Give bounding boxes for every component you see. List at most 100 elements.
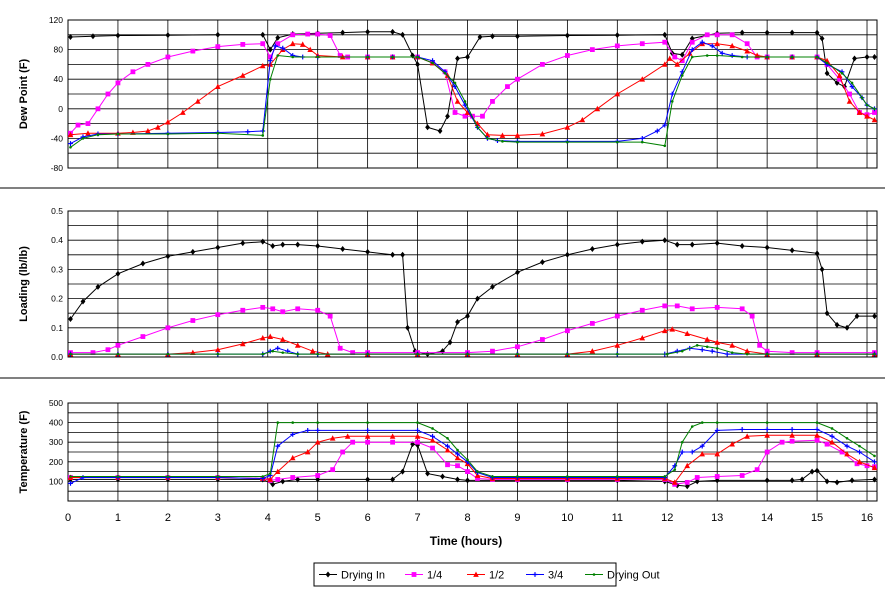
data-point [830,427,834,430]
data-point [849,477,855,484]
data-point [430,433,435,439]
data-point [614,32,620,39]
data-point [872,313,877,320]
data-point [165,325,171,331]
data-point [90,33,96,40]
data-point [165,253,171,260]
data-point [739,243,745,250]
data-point [81,137,85,140]
data-point [415,61,420,68]
data-point [464,109,471,115]
data-point [515,33,520,40]
data-point [400,251,405,258]
data-point [714,40,720,47]
legend-label: 1/4 [427,570,442,582]
data-point [290,431,296,437]
data-point [815,55,819,59]
series-line [70,54,875,148]
data-point [455,451,460,457]
data-point [270,306,276,312]
data-point [80,298,86,305]
dewpoint-panel: -80 -40 0 40 80 120 Dew Point (F) [0,15,885,189]
y-tick-label: 80 [54,45,64,55]
data-point [719,50,725,56]
data-point [663,144,667,148]
data-point [105,347,111,353]
data-point [566,140,569,144]
data-point [116,475,120,478]
data-point [295,306,301,312]
data-point [666,55,673,61]
data-point [844,450,850,457]
data-point [240,240,246,247]
data-point [366,55,369,59]
data-point [309,348,316,354]
series-line [70,239,875,355]
data-point [680,440,684,444]
data-point [416,421,419,424]
data-point [475,476,480,481]
data-point [275,345,281,351]
data-point [267,333,274,339]
data-point [276,421,280,424]
y-tick-label: 0.4 [51,235,63,245]
data-point [315,307,321,313]
data-point [857,449,862,455]
data-point [115,32,121,39]
data-point [639,76,646,82]
data-point [724,351,730,357]
x-tick-label: 8 [464,512,470,524]
data-point [589,245,595,252]
data-point [829,433,835,439]
data-point [744,41,750,47]
data-point [639,335,646,341]
data-point [316,421,319,424]
data-point [764,244,770,251]
data-point [729,342,735,348]
data-point [515,76,520,82]
data-point [315,428,321,433]
data-point [391,55,394,59]
y-tick-label: 0.5 [51,206,63,216]
y-tick-label: 0.0 [51,352,63,362]
data-point [271,349,275,353]
data-point [96,133,100,136]
series-dot [69,344,876,356]
data-point [714,428,720,433]
data-point [715,346,719,350]
data-point [825,61,829,65]
data-point [589,47,595,52]
data-point [614,342,621,348]
data-point [316,55,319,59]
data-point [80,475,86,480]
x-tick-label: 5 [315,512,321,524]
data-point [289,454,296,461]
data-point [267,58,273,64]
data-point [274,468,281,474]
series-dot [69,54,876,149]
data-point [365,476,371,483]
data-point [465,469,470,474]
data-point [689,306,695,312]
series-line [70,328,875,355]
data-point [764,427,770,432]
legend-label: Drying In [341,570,385,582]
data-point [215,83,221,89]
data-point [873,352,876,356]
data-point [304,449,311,455]
data-point [614,241,620,248]
data-point [844,443,850,449]
x-tick-label: 16 [861,512,873,524]
data-point [145,62,151,67]
data-point [662,39,668,45]
data-point [295,476,301,483]
data-point [280,45,286,51]
data-point [476,470,479,473]
data-point [679,51,685,58]
data-point [340,449,346,455]
x-axis-label: Time (hours) [430,534,502,548]
data-point [390,28,395,35]
data-point [85,121,91,126]
data-point [819,266,825,273]
legend-entry: 1/4 [405,570,442,582]
